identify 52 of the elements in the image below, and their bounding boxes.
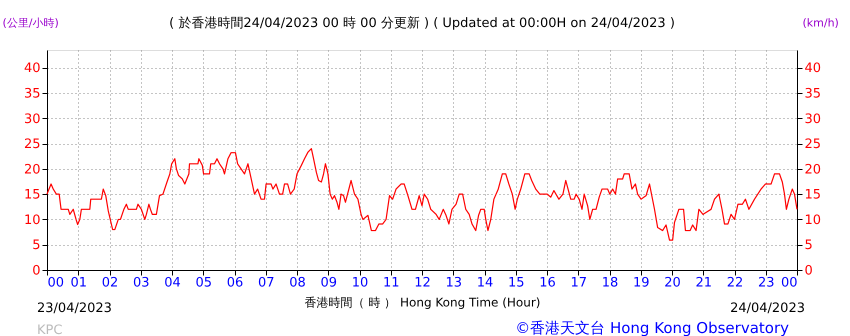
x-tick-label: 00 [780, 276, 798, 290]
x-tick-label: 09 [320, 276, 338, 290]
y-tick-label: 10 [24, 212, 40, 228]
y2-tick-label: 25 [804, 137, 822, 152]
x-tick-label: 23 [758, 276, 775, 290]
y2-tick-label: 20 [804, 162, 822, 178]
x-tick-label: 21 [695, 276, 712, 290]
y2-tick-label: 35 [804, 86, 822, 102]
x-tick-label: 16 [539, 276, 556, 290]
x-tick-label: 03 [132, 276, 150, 290]
x-tick-label: 05 [195, 276, 212, 290]
y2-tick-label: 0 [804, 264, 813, 278]
y-tick-label: 5 [32, 238, 40, 254]
x-tick-label: 14 [476, 276, 494, 290]
x-tick-label: 17 [570, 276, 588, 290]
y-tick-label: 0 [32, 264, 40, 278]
y-tick-label: 20 [24, 162, 40, 178]
x-tick-label: 10 [352, 276, 368, 290]
x-tick-label: 07 [258, 276, 275, 290]
line-series [46, 148, 798, 241]
x-tick-label: 13 [445, 276, 462, 290]
y2-tick-label: 10 [804, 212, 822, 228]
y-tick-label: 40 [24, 61, 40, 76]
text: 23/04/2023 [37, 301, 112, 316]
y2-axis-title: (km/h) [802, 16, 839, 30]
x-tick-label: 19 [632, 276, 650, 290]
x-tick-label: 08 [289, 276, 306, 290]
x-tick-label: 02 [102, 276, 118, 290]
y2-tick-label: 15 [804, 188, 822, 203]
y-tick-label: 25 [24, 137, 40, 152]
chart-title: ( 於香港時間24/04/2023 00 時 00 分更新 ) ( Updated at 00:00H on 24/04/2023 ) [169, 16, 675, 31]
y2-tick-label: 5 [804, 238, 813, 254]
x-tick-label: 15 [508, 276, 525, 290]
y-tick-label: 15 [24, 188, 40, 203]
text: ©香港天文台 Hong Kong Observatory [515, 319, 790, 336]
x-tick-label: 01 [70, 276, 88, 290]
x-tick-label: 18 [602, 276, 618, 290]
text: 24/04/2023 [730, 301, 805, 316]
x-tick-label: 00 [48, 276, 64, 290]
y2-tick-label: 40 [804, 61, 822, 76]
y2-tick-label: 30 [804, 112, 822, 127]
x-tick-label: 04 [164, 276, 181, 290]
x-tick-label: 20 [664, 276, 681, 290]
text: KPC [37, 323, 62, 336]
x-tick-label: 11 [382, 276, 400, 290]
x-tick-label: 06 [226, 276, 244, 290]
x-axis-title: 香港時間（ 時 ） Hong Kong Time (Hour) [304, 296, 540, 310]
y-tick-label: 30 [24, 112, 40, 127]
x-tick-label: 12 [414, 276, 431, 290]
y-tick-label: 35 [24, 86, 40, 102]
y-axis-title: (公里/小時) [2, 16, 59, 30]
x-tick-label: 22 [726, 276, 744, 290]
